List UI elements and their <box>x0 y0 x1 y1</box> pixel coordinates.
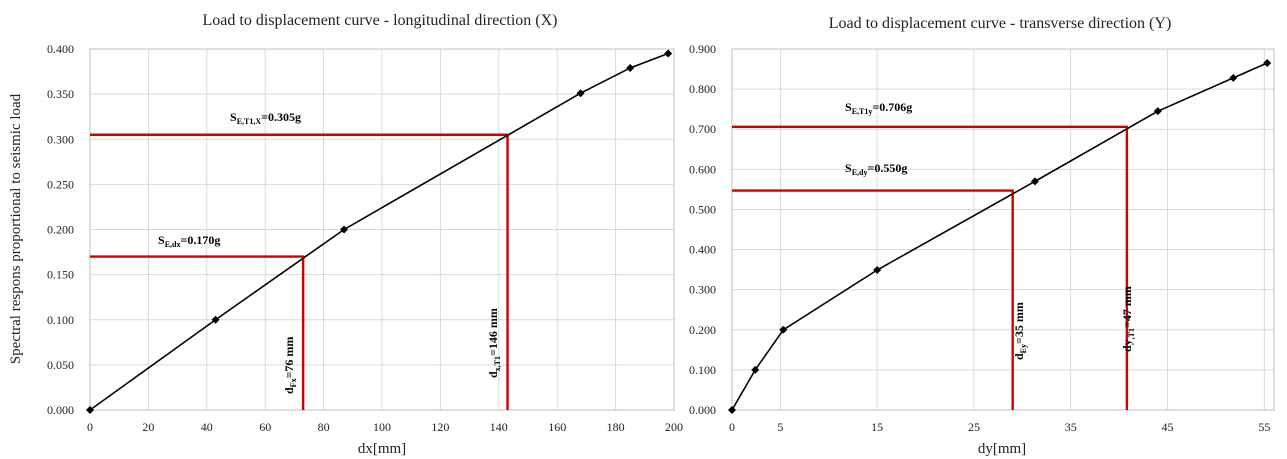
chart-title: Load to displacement curve - transverse … <box>829 15 1172 32</box>
data-point <box>728 406 736 414</box>
y-tick-label: 0.350 <box>47 87 74 101</box>
x-tick-label: 200 <box>665 420 683 434</box>
reference-line <box>90 133 509 410</box>
y-tick-label: 0.300 <box>47 132 74 146</box>
data-point <box>664 49 673 58</box>
x-tick-label: 25 <box>968 420 980 434</box>
data-point <box>1153 107 1162 116</box>
y-tick-label: 0.000 <box>689 403 716 417</box>
x-tick-label: 15 <box>871 420 883 434</box>
reference-load-label: SE,dx=0.170g <box>158 233 220 249</box>
y-tick-label: 0.300 <box>689 283 716 297</box>
chart-transverse: Load to displacement curve - transverse … <box>689 15 1275 457</box>
x-tick-label: 0 <box>87 420 93 434</box>
y-tick-label: 0.250 <box>47 177 74 191</box>
data-point <box>340 225 349 234</box>
x-tick-label: 80 <box>318 420 330 434</box>
reference-displacement-label: dy,T1=47 mm <box>1120 286 1136 352</box>
chart-title: Load to displacement curve - longitudina… <box>203 12 558 29</box>
x-tick-label: 55 <box>1258 420 1270 434</box>
x-tick-label: 180 <box>607 420 625 434</box>
x-tick-label: 160 <box>548 420 566 434</box>
reference-line <box>90 255 305 410</box>
shared-y-axis-label: Spectral respons proportional to seismic… <box>8 93 24 364</box>
y-tick-label: 0.700 <box>689 122 716 136</box>
x-tick-label: 0 <box>729 420 735 434</box>
y-tick-label: 0.150 <box>47 268 74 282</box>
x-tick-label: 60 <box>259 420 271 434</box>
plot-area-frame <box>731 48 1275 411</box>
reference-displacement-label: dFx=76 mm <box>282 337 298 394</box>
plot-area-frame <box>89 48 675 411</box>
y-tick-label: 0.000 <box>47 403 74 417</box>
data-point <box>1229 73 1238 82</box>
gridlines <box>89 48 675 411</box>
y-tick-label: 0.100 <box>689 363 716 377</box>
y-tick-label: 0.600 <box>689 162 716 176</box>
data-point <box>1263 59 1272 68</box>
x-tick-label: 5 <box>777 420 783 434</box>
reference-load-label: SE,dy=0.550g <box>845 161 907 177</box>
reference-load-label: SE,T1,X=0.305g <box>230 110 301 126</box>
x-tick-label: 120 <box>431 420 449 434</box>
gridlines <box>731 48 1275 411</box>
data-point <box>779 325 788 334</box>
y-tick-label: 0.500 <box>689 202 716 216</box>
reference-displacement-label: dEy=35 mm <box>1012 302 1028 360</box>
y-tick-label: 0.900 <box>689 42 716 56</box>
data-point <box>626 63 635 72</box>
x-tick-label: 35 <box>1065 420 1077 434</box>
x-tick-label: 100 <box>373 420 391 434</box>
data-point <box>1030 177 1039 186</box>
chart-longitudinal: Load to displacement curve - longitudina… <box>47 12 683 457</box>
data-point <box>751 365 760 374</box>
y-tick-label: 0.400 <box>47 42 74 56</box>
reference-line <box>732 125 1129 410</box>
reference-load-label: SE,T1y=0.706g <box>845 100 912 116</box>
data-point <box>576 89 585 98</box>
x-tick-label: 40 <box>201 420 213 434</box>
x-axis-label: dx[mm] <box>358 441 406 457</box>
data-point <box>211 315 220 324</box>
y-tick-label: 0.400 <box>689 243 716 257</box>
x-tick-label: 140 <box>490 420 508 434</box>
x-tick-label: 45 <box>1162 420 1174 434</box>
data-point <box>873 266 882 275</box>
reference-displacement-label: dx,T1=146 mm <box>486 308 502 378</box>
y-tick-label: 0.200 <box>689 323 716 337</box>
y-tick-label: 0.050 <box>47 358 74 372</box>
x-axis-label: dy[mm] <box>978 441 1026 457</box>
data-point <box>86 406 94 414</box>
series-line <box>731 62 1268 411</box>
x-tick-label: 20 <box>142 420 154 434</box>
series-line <box>89 52 669 411</box>
y-tick-label: 0.100 <box>47 313 74 327</box>
y-tick-label: 0.800 <box>689 82 716 96</box>
y-tick-label: 0.200 <box>47 223 74 237</box>
reference-line <box>732 189 1014 410</box>
